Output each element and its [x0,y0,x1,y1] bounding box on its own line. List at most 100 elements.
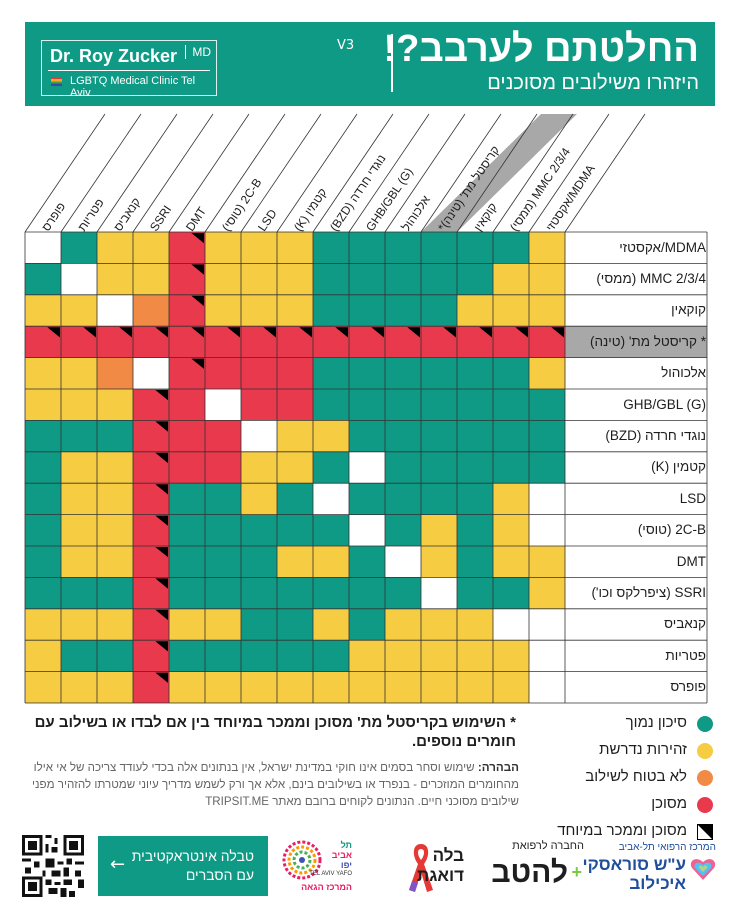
matrix-cell [385,451,421,484]
matrix-cell [313,546,349,578]
matrix-cell [241,389,277,421]
matrix-cell [169,546,205,578]
unsafe-swatch-icon [697,770,713,786]
matrix-cell [349,608,385,641]
matrix-cell [277,483,313,515]
legend-label: סיכון נמוך [625,714,687,731]
addictive-marker-icon [407,327,420,338]
column-header-line [456,113,538,233]
matrix-cell [241,546,277,578]
cta-line-1: טבלה אינטראקטיבית [131,848,254,864]
matrix-cell [133,232,169,264]
matrix-cell [421,389,457,421]
matrix-cell [313,608,349,641]
addictive-marker-icon [155,578,168,589]
matrix-cell [457,483,493,515]
matrix-cell [97,514,133,546]
matrix-cell [421,608,457,641]
matrix-cell [385,389,421,421]
matrix-cell [61,357,97,389]
dangerous-swatch-icon [697,797,713,813]
matrix-cell [313,389,349,421]
red-ribbon-icon [409,844,433,892]
matrix-cell [313,671,349,703]
matrix-cell [25,546,61,578]
matrix-cell [313,577,349,609]
addictive-marker-icon [155,452,168,464]
interaction-matrix [24,113,708,704]
legend-item-caution: זהירות נדרשת [533,739,713,766]
matrix-cell [385,546,421,578]
matrix-cell [529,608,565,641]
matrix-cell [277,640,313,672]
addictive-marker-icon [443,327,456,338]
matrix-cell [133,263,169,295]
arrow-left-icon: ← [110,854,126,875]
matrix-cell [313,294,349,327]
column-header-line [276,113,358,233]
matrix-cell [277,420,313,452]
matrix-cell [25,514,61,546]
matrix-cell [97,294,133,327]
matrix-cell [25,420,61,452]
matrix-cell [421,671,457,703]
matrix-cell [493,671,529,703]
taa-line-1: תל [340,840,352,850]
matrix-cell [313,451,349,484]
matrix-cell [25,577,61,609]
sourasky-main: ע"ש סוראסקי [582,855,687,874]
brand-divider [48,70,210,71]
matrix-cell [133,357,169,389]
matrix-cell [457,451,493,484]
matrix-cell [457,263,493,295]
matrix-cell [457,514,493,546]
highlighted-column-header [421,114,577,232]
legend-item-unsafe: לא בטוח לשילוב [533,766,713,793]
matrix-cell [457,546,493,578]
row-label: GHB/GBL (G) [623,396,706,412]
legend-label: זהירות נדרשת [599,741,687,758]
matrix-cell [205,483,241,515]
page-subtitle: היזהרו משילובים מסוכנים [487,72,699,94]
matrix-cell [313,640,349,672]
addictive-swatch-icon [697,824,713,840]
matrix-cell [169,483,205,515]
matrix-cell [97,451,133,484]
matrix-cell [277,546,313,578]
interactive-table-button[interactable]: ← טבלה אינטראקטיבית עם הסברים [98,836,268,896]
legend-label: מסוכן וממכר במיוחד [557,822,687,839]
matrix-cell [205,514,241,546]
matrix-cell [169,420,205,452]
matrix-cell [529,420,565,452]
matrix-cell [169,608,205,641]
row-label: * קריסטל מת' (טינה) [589,333,706,349]
matrix-cell [205,640,241,672]
addictive-marker-icon [47,327,60,338]
qr-code[interactable] [22,835,84,897]
matrix-cell [493,640,529,672]
tel-aviv-pride-center-logo: תל אביב יפו TEL AVIV YAFO המרכז הגאה [282,838,352,896]
addictive-marker-icon [263,327,276,338]
bela-line-1: בלה [432,846,464,865]
taa-line-3: יפו [340,860,352,870]
matrix-cell [493,232,529,264]
matrix-cell [241,483,277,515]
matrix-cell [61,546,97,578]
row-label: MMC 2/3/4 (ממסי) [596,270,706,286]
matrix-cell [529,671,565,703]
matrix-cell [349,640,385,672]
matrix-cell [25,451,61,484]
matrix-cell [421,263,457,295]
disclaimer-label: הבהרה: [477,761,519,774]
matrix-cell [61,640,97,672]
matrix-cell [277,514,313,546]
matrix-cell [25,263,61,295]
matrix-cell [385,608,421,641]
column-header-line [240,113,322,233]
plus-icon: + [571,862,582,882]
row-label: קטמין (K) [651,459,706,475]
pride-flag-icon [51,77,62,86]
column-header-line [96,113,178,233]
rainbow-heart-icon [690,859,716,880]
brand-name: Dr. Roy Zucker [50,46,178,66]
